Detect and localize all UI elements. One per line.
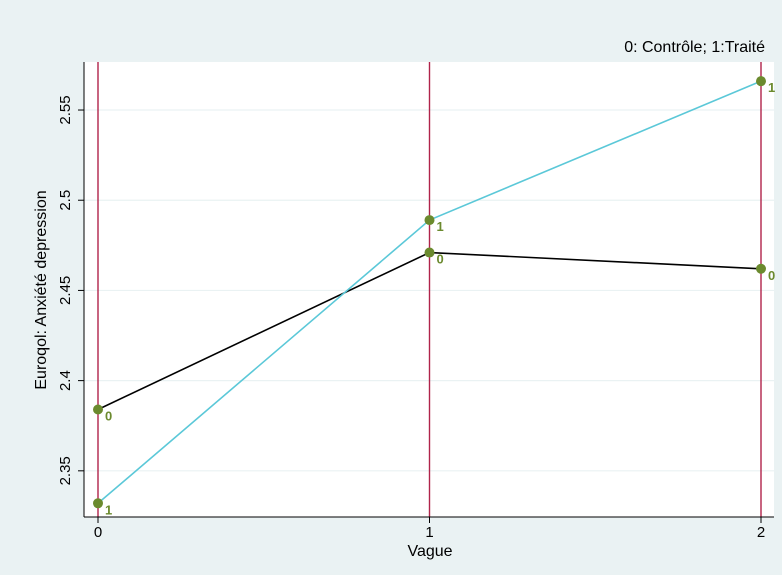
- data-point-label: 0: [768, 268, 775, 283]
- data-point: [424, 215, 435, 226]
- x-tick-label: 2: [757, 524, 765, 541]
- data-point: [756, 263, 766, 274]
- data-point: [424, 247, 435, 258]
- data-point-label: 0: [105, 408, 112, 423]
- data-point-label: 1: [768, 80, 775, 95]
- y-tick-label: 2.5: [57, 190, 74, 211]
- y-tick-label: 2.45: [57, 276, 74, 305]
- chart-note: 0: Contrôle; 1:Traité: [624, 39, 765, 56]
- data-point-label: 0: [437, 252, 444, 267]
- data-point: [93, 404, 103, 415]
- data-point: [756, 76, 766, 87]
- x-tick-label: 1: [425, 524, 433, 541]
- x-tick-label: 0: [94, 524, 102, 541]
- y-tick-label: 2.55: [57, 95, 74, 124]
- y-axis-label: Euroqol: Anxiété depression: [33, 190, 50, 389]
- y-tick-label: 2.35: [57, 456, 74, 485]
- data-point: [93, 498, 103, 509]
- x-axis-label: Vague: [407, 543, 452, 560]
- y-tick-label: 2.4: [57, 370, 74, 391]
- data-point-label: 1: [437, 219, 444, 234]
- data-point-label: 1: [105, 502, 112, 517]
